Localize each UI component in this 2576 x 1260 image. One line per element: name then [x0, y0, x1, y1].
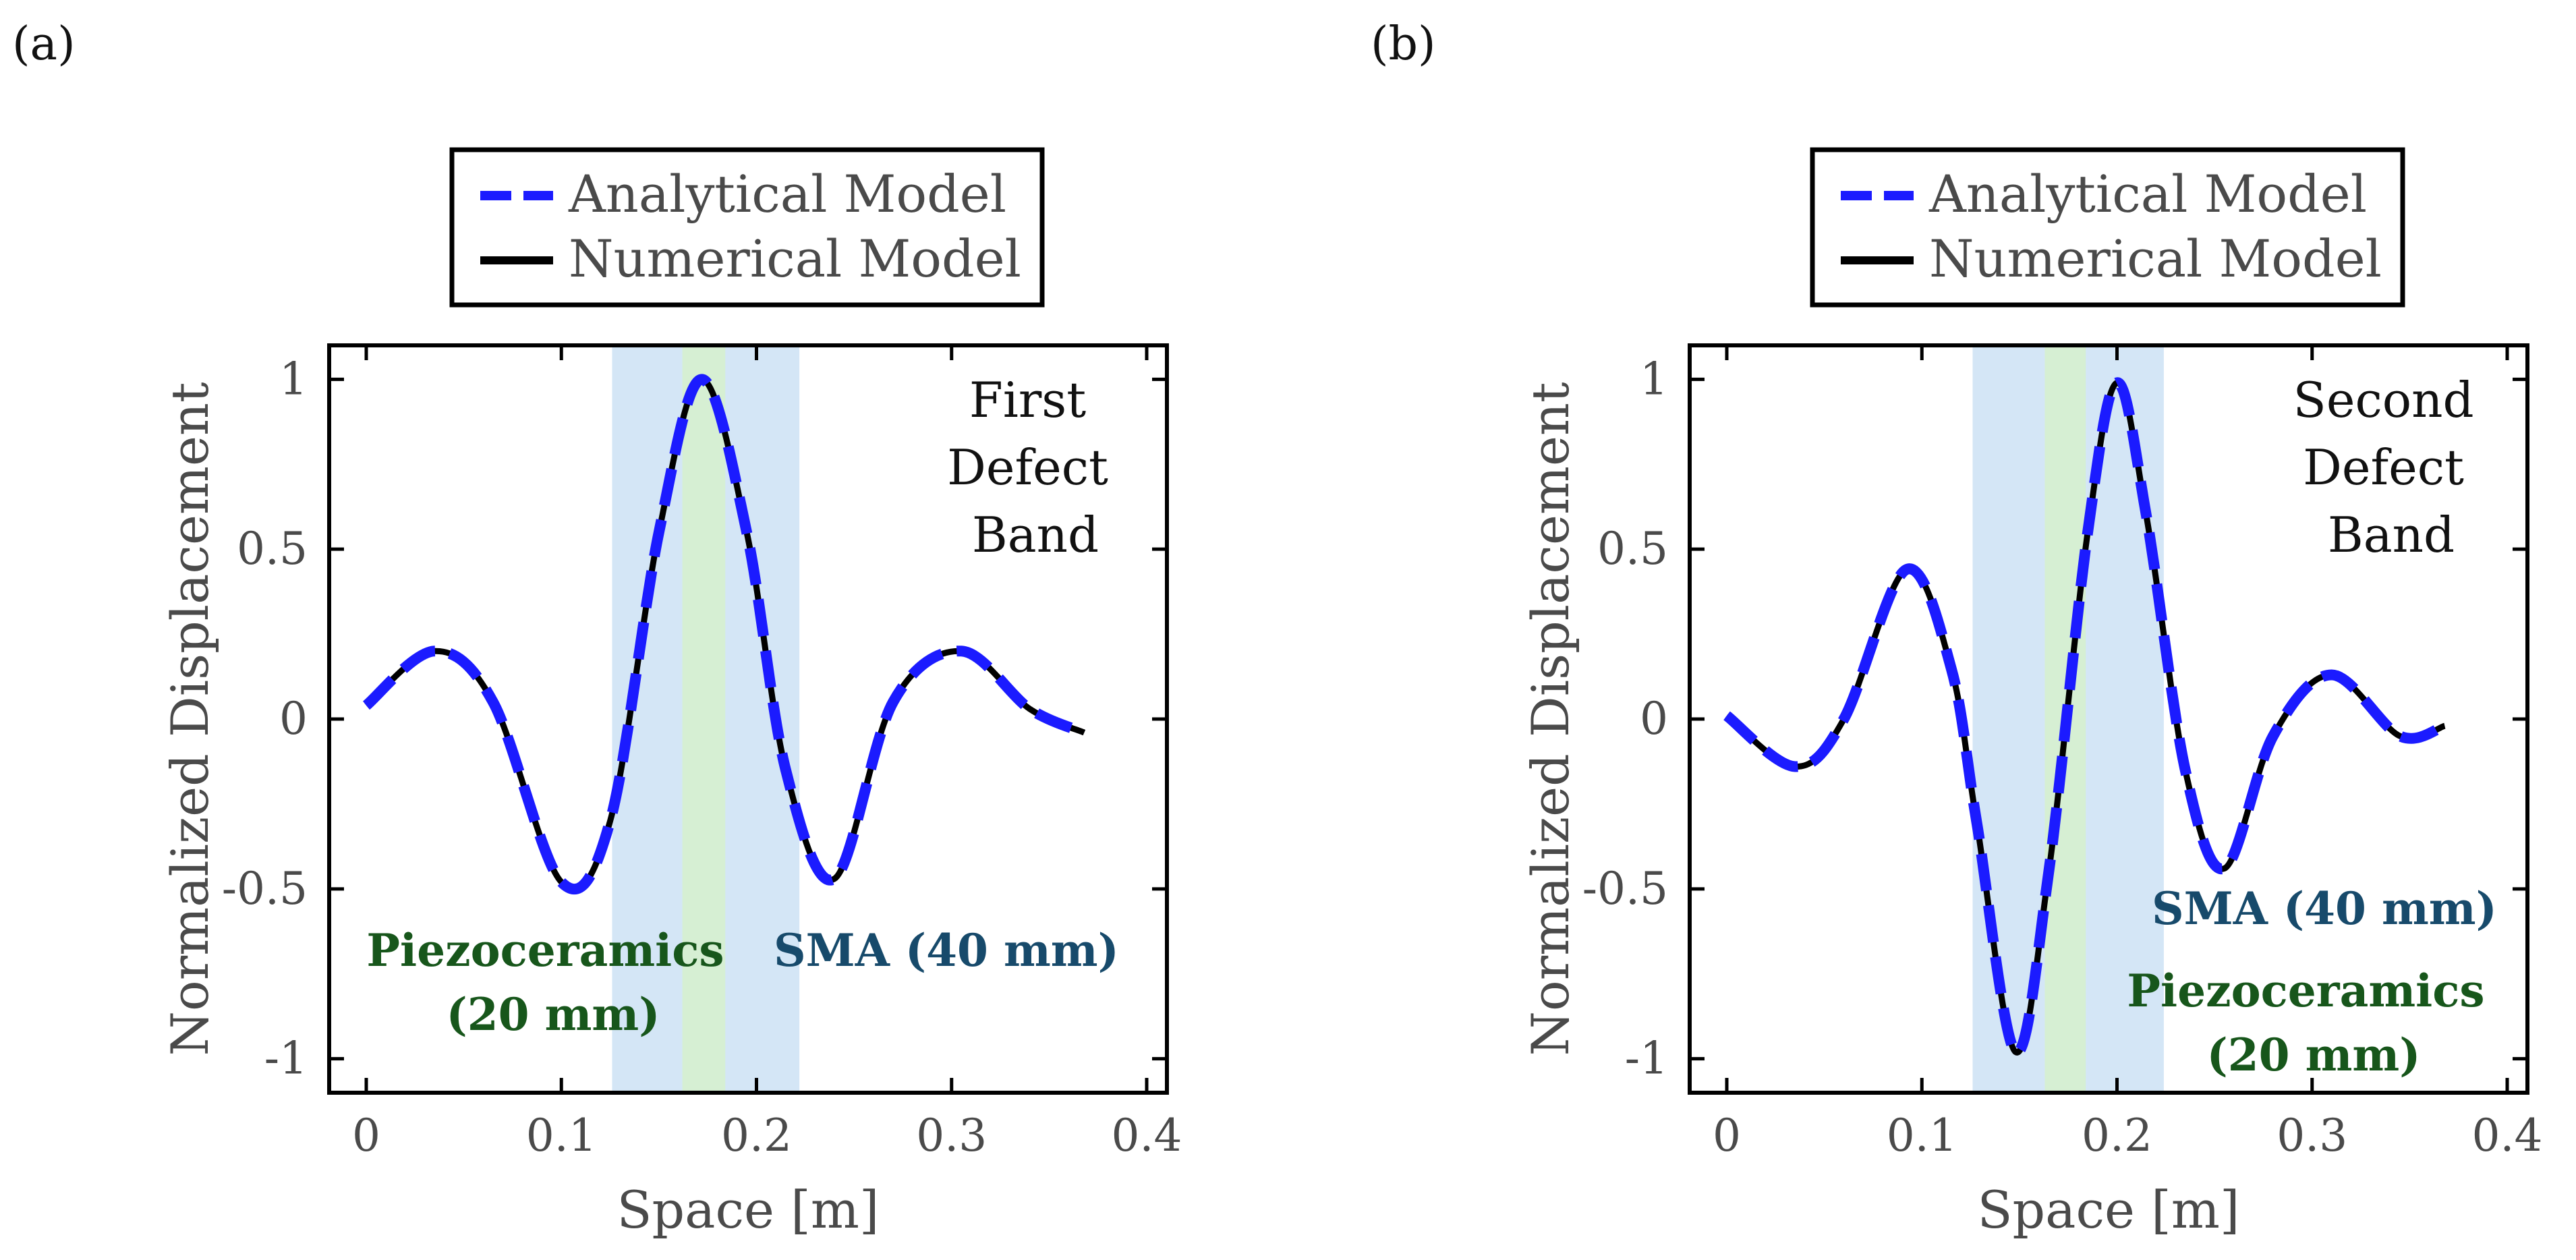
legend-label-numerical: Numerical Model [569, 229, 1021, 289]
legend-box-b [1810, 147, 2405, 308]
legend-box-a [449, 147, 1045, 308]
y-tick-label: 0 [1640, 693, 1668, 745]
panel-a: (a) Analytical Model Numerical Model 0 0.… [12, 18, 1182, 1240]
band-label-b-2: Defect [2303, 439, 2464, 496]
region-piezoceramics [682, 345, 726, 1093]
sma-annotation-a: SMA (40 mm) [774, 924, 1119, 977]
panel-label-a: (a) [12, 18, 76, 71]
y-tick-label: 0.5 [1597, 523, 1668, 575]
x-tick-label: 0.3 [916, 1110, 987, 1162]
x-tick-label: 0.4 [2472, 1110, 2543, 1162]
plot-frame-b [1688, 343, 2529, 1095]
piezo-annotation-b-1: Piezoceramics [2127, 965, 2484, 1017]
y-tick-label: 0 [279, 693, 308, 745]
piezo-annotation-b-2: (20 mm) [2207, 1029, 2421, 1081]
x-axis-label-a: Space [m] [617, 1180, 879, 1240]
y-axis-label-b: Normalized Displacement [1520, 382, 1580, 1056]
series-analytical-b [1723, 377, 2447, 1058]
y-tick-label: -1 [1625, 1033, 1668, 1085]
x-tick-label: 0 [1713, 1110, 1741, 1162]
band-label-a-2: Defect [947, 439, 1108, 496]
panel-label-b: (b) [1371, 18, 1436, 71]
x-tick-label: 0.1 [1887, 1110, 1957, 1162]
y-tick-label: -0.5 [222, 863, 308, 915]
x-tick-label: 0.1 [526, 1110, 597, 1162]
x-tick-label: 0.2 [721, 1110, 792, 1162]
band-label-b-3: Band [2328, 507, 2455, 563]
band-label-b: Second Defect Band [2293, 372, 2490, 563]
ticks-b: 0 0.1 0.2 0.3 0.4 1 0.5 0 -0.5 -1 [1582, 345, 2543, 1162]
piezo-annotation-a-2: (20 mm) [447, 988, 660, 1041]
piezo-annotation-b: Piezoceramics (20 mm) [2127, 965, 2500, 1081]
x-tick-label: 0 [352, 1110, 380, 1162]
ticks-a: 0 0.1 0.2 0.3 0.4 1 0.5 0 -0.5 -1 [222, 345, 1182, 1162]
band-label-a-3: Band [972, 507, 1099, 563]
legend-label-analytical: Analytical Model [1928, 164, 2367, 224]
panel-b: (b) Analytical Model Numerical Model 0 0.… [1371, 18, 2542, 1240]
y-tick-label: 1 [279, 353, 308, 405]
band-label-a-1: First [969, 372, 1086, 428]
legend-label-analytical: Analytical Model [568, 164, 1006, 224]
y-tick-label: -1 [264, 1033, 308, 1085]
plot-frame-a [327, 343, 1169, 1095]
regions-a [612, 345, 800, 1093]
legend-label-numerical: Numerical Model [1929, 229, 2382, 289]
x-tick-label: 0.2 [2082, 1110, 2152, 1162]
x-tick-label: 0.3 [2277, 1110, 2347, 1162]
y-tick-label: -0.5 [1582, 863, 1668, 915]
x-axis-label-b: Space [m] [1977, 1180, 2239, 1240]
band-label-b-1: Second [2293, 372, 2474, 428]
x-tick-label: 0.4 [1112, 1110, 1182, 1162]
y-tick-label: 0.5 [237, 523, 308, 575]
series-numerical-a [364, 376, 1086, 892]
sma-annotation-b: SMA (40 mm) [2152, 882, 2497, 935]
piezo-annotation-a-1: Piezoceramics [366, 924, 724, 977]
legend-a: Analytical Model Numerical Model [449, 147, 1045, 308]
legend-b: Analytical Model Numerical Model [1810, 147, 2405, 308]
y-axis-label-a: Normalized Displacement [160, 382, 220, 1056]
band-label-a: First Defect Band [947, 372, 1124, 563]
piezo-annotation-a: Piezoceramics (20 mm) [366, 924, 739, 1041]
y-tick-label: 1 [1640, 353, 1668, 405]
